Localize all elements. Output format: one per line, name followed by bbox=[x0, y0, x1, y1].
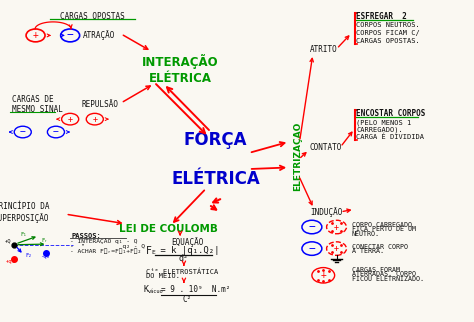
Text: d²: d² bbox=[179, 254, 189, 263]
Text: −: − bbox=[67, 30, 73, 41]
Text: CONECTAR CORPO: CONECTAR CORPO bbox=[352, 244, 408, 250]
Text: ATRAÇÃO: ATRAÇÃO bbox=[83, 31, 115, 40]
Text: F: F bbox=[146, 245, 152, 256]
Text: −: − bbox=[309, 222, 315, 232]
Text: E: E bbox=[152, 250, 155, 255]
Text: FICOU ELETRNIZADO.: FICOU ELETRNIZADO. bbox=[352, 276, 424, 282]
Text: ELETRIZAÇAO: ELETRIZAÇAO bbox=[293, 121, 302, 191]
Text: CORPOS NEUTROS.: CORPOS NEUTROS. bbox=[356, 22, 420, 28]
Text: F₁: F₁ bbox=[20, 232, 27, 237]
Text: ESFREGAR  2: ESFREGAR 2 bbox=[356, 12, 407, 21]
Text: INTERAÇÃO
ELÉTRICA: INTERAÇÃO ELÉTRICA bbox=[142, 54, 219, 85]
Text: +: + bbox=[334, 244, 339, 253]
Text: ATRITO: ATRITO bbox=[310, 45, 337, 54]
Text: C²: C² bbox=[182, 295, 192, 304]
Text: ENCOSTAR CORPOS: ENCOSTAR CORPOS bbox=[356, 109, 426, 118]
Text: INDUÇÃO: INDUÇÃO bbox=[310, 207, 343, 217]
Text: CONTATO: CONTATO bbox=[310, 143, 342, 152]
Text: = 9 . 10⁹  N.m²: = 9 . 10⁹ N.m² bbox=[161, 285, 230, 294]
Text: Fᵣ: Fᵣ bbox=[42, 238, 48, 243]
Text: +: + bbox=[320, 270, 326, 280]
Text: −: − bbox=[309, 243, 315, 254]
Text: ELÉTRICA: ELÉTRICA bbox=[171, 170, 260, 188]
Text: CARGAS DE
MESMO SINAL: CARGAS DE MESMO SINAL bbox=[12, 95, 63, 114]
Text: EQUAÇÃO: EQUAÇÃO bbox=[172, 237, 204, 247]
Text: À TERRA.: À TERRA. bbox=[352, 248, 384, 254]
Text: DO MEIO.: DO MEIO. bbox=[146, 273, 180, 279]
Text: PRINCÍPIO DA
SUPERPOSIÇÃO: PRINCÍPIO DA SUPERPOSIÇÃO bbox=[0, 202, 49, 223]
Text: F₂: F₂ bbox=[25, 252, 32, 258]
Text: CORPO CARREGADO: CORPO CARREGADO bbox=[352, 222, 412, 228]
Text: +: + bbox=[334, 223, 339, 232]
Text: (PELO MENOS 1: (PELO MENOS 1 bbox=[356, 119, 412, 126]
Text: LEI DE COULOMB: LEI DE COULOMB bbox=[119, 223, 218, 234]
Text: NEUTRO.: NEUTRO. bbox=[352, 231, 380, 237]
Text: CARGA É DIVIDIDA: CARGA É DIVIDIDA bbox=[356, 133, 424, 140]
Text: REPULSÃO: REPULSÃO bbox=[81, 100, 118, 109]
Text: FICA PERTO DE UM: FICA PERTO DE UM bbox=[352, 226, 416, 232]
Text: - ACHAR F⃗ᵣ=F⃗₁+F⃗₂: - ACHAR F⃗ᵣ=F⃗₁+F⃗₂ bbox=[70, 248, 141, 254]
Text: +: + bbox=[33, 30, 38, 41]
Text: +: + bbox=[92, 115, 97, 124]
Text: +Q: +Q bbox=[5, 238, 11, 243]
Text: vácuo: vácuo bbox=[148, 289, 164, 294]
Text: -q₂: -q₂ bbox=[40, 254, 50, 260]
Text: CARREGADO).: CARREGADO). bbox=[356, 126, 403, 133]
Text: FORÇA: FORÇA bbox=[184, 131, 247, 149]
Text: +q₁: +q₁ bbox=[6, 259, 16, 264]
Text: −: − bbox=[53, 127, 59, 137]
Text: CARGAS OPOSTAS.: CARGAS OPOSTAS. bbox=[356, 38, 420, 44]
Text: CORPOS FICAM C/: CORPOS FICAM C/ bbox=[356, 31, 420, 36]
Text: -  "          q₂ - Q: - " q₂ - Q bbox=[70, 244, 145, 249]
Text: - INTERAÇÃO q₁ - Q: - INTERAÇÃO q₁ - Q bbox=[70, 239, 137, 244]
Text: = k |q₁.Q₂|: = k |q₁.Q₂| bbox=[155, 246, 220, 255]
Text: PASSOS:: PASSOS: bbox=[71, 233, 101, 239]
Text: Cᵗᵉ ELETROSTÁTICA: Cᵗᵉ ELETROSTÁTICA bbox=[146, 268, 218, 275]
Text: −: − bbox=[20, 127, 26, 137]
Text: +: + bbox=[68, 115, 73, 124]
Text: ATERRADAS. CORPO: ATERRADAS. CORPO bbox=[352, 271, 416, 277]
Text: CARGAS FORAM: CARGAS FORAM bbox=[352, 267, 400, 273]
Text: CARGAS OPOSTAS: CARGAS OPOSTAS bbox=[60, 12, 125, 21]
Text: K: K bbox=[143, 285, 148, 294]
